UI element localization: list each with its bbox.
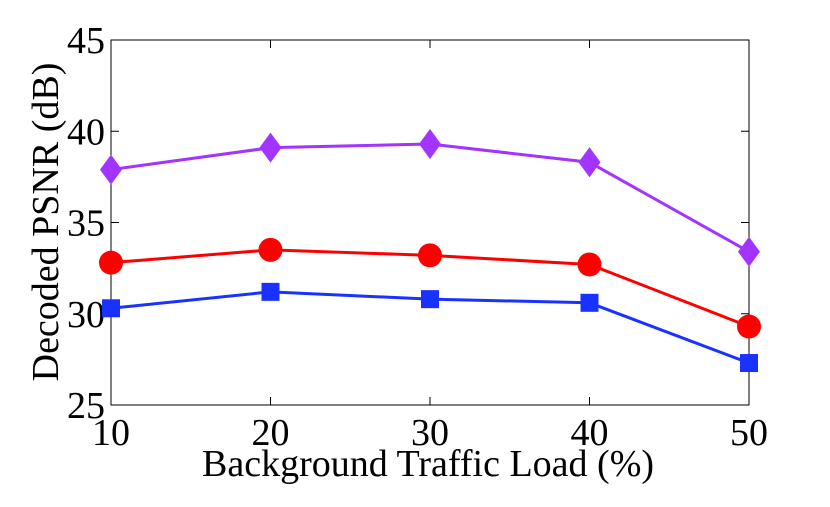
diamond-series-line — [110, 142, 750, 254]
diamond-series-point — [578, 147, 601, 178]
y-tick-label: 30 — [67, 294, 105, 336]
circle-series-point — [99, 250, 123, 275]
x-tick-label: 30 — [411, 412, 449, 454]
circle-series-point — [258, 237, 283, 262]
circle-series-point — [737, 314, 761, 339]
square-series-point — [740, 354, 758, 373]
square-series-point — [261, 282, 280, 301]
square-series-point — [580, 293, 599, 312]
x-tick-label: 10 — [92, 412, 130, 454]
diamond-series — [100, 129, 760, 267]
x-axis-title: Background Traffic Load (%) — [202, 443, 654, 485]
circle-series — [99, 237, 761, 339]
x-tick-label: 20 — [252, 412, 290, 454]
y-axis-title: Decoded PSNR (dB) — [25, 63, 67, 382]
plot-border — [110, 39, 750, 406]
y-tick-label: 25 — [67, 385, 105, 427]
square-series-point — [421, 290, 439, 309]
x-tick-label: 40 — [571, 412, 609, 454]
circle-series-point — [418, 243, 442, 268]
diamond-series-point — [738, 236, 760, 267]
plot-frame — [110, 39, 750, 406]
series-layer — [99, 129, 761, 373]
y-tick-label: 35 — [67, 203, 105, 245]
diamond-series-point — [259, 132, 282, 163]
square-series — [102, 282, 758, 373]
diamond-series-point — [100, 154, 122, 185]
x-tick-label: 50 — [730, 412, 768, 454]
x-axis: 10 20 30 40 50 — [92, 40, 768, 454]
y-tick-label: 45 — [67, 20, 105, 62]
circle-series-point — [577, 252, 602, 277]
y-axis: 25 30 35 40 45 — [67, 20, 749, 427]
y-tick-label: 40 — [67, 111, 105, 153]
diamond-series-point — [419, 129, 441, 160]
square-series-point — [102, 299, 120, 318]
